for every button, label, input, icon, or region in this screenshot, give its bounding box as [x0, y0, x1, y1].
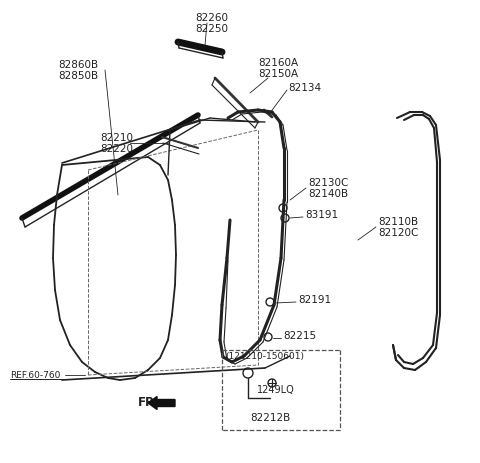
Text: 82860B: 82860B	[58, 60, 98, 70]
Text: 82150A: 82150A	[258, 69, 298, 79]
Text: 82212B: 82212B	[250, 413, 290, 423]
FancyArrow shape	[148, 396, 175, 409]
Text: 82250: 82250	[195, 24, 228, 34]
Text: 1249LQ: 1249LQ	[257, 385, 295, 395]
Text: REF.60-760: REF.60-760	[10, 370, 60, 380]
Text: 82850B: 82850B	[58, 71, 98, 81]
Text: 83191: 83191	[305, 210, 338, 220]
Text: 82191: 82191	[298, 295, 331, 305]
Text: 82110B: 82110B	[378, 217, 418, 227]
Text: 82210: 82210	[100, 133, 133, 143]
Text: 82130C: 82130C	[308, 178, 348, 188]
Text: 82220: 82220	[100, 144, 133, 154]
Text: 82215: 82215	[283, 331, 316, 341]
Text: 82140B: 82140B	[308, 189, 348, 199]
Text: (121210-150601): (121210-150601)	[225, 352, 304, 362]
Text: 82160A: 82160A	[258, 58, 298, 68]
Text: 82134: 82134	[288, 83, 321, 93]
Text: 82260: 82260	[195, 13, 228, 23]
Text: 82120C: 82120C	[378, 228, 419, 238]
Text: FR.: FR.	[138, 396, 160, 409]
